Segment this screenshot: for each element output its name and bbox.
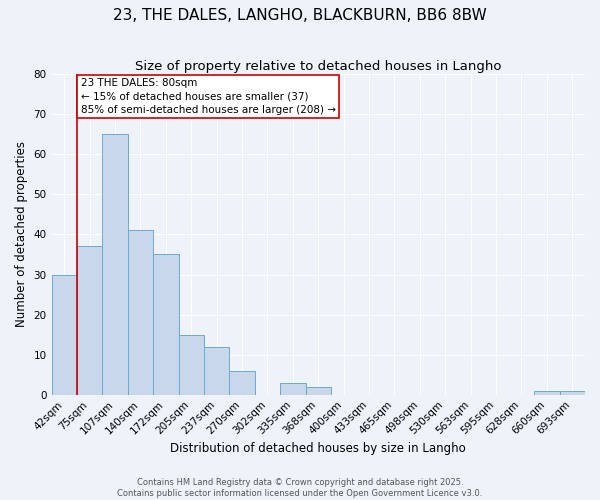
Bar: [204, 346, 229, 395]
Bar: [280, 382, 305, 394]
Bar: [103, 134, 128, 394]
Text: Contains HM Land Registry data © Crown copyright and database right 2025.
Contai: Contains HM Land Registry data © Crown c…: [118, 478, 482, 498]
Bar: [534, 390, 560, 394]
Bar: [128, 230, 153, 394]
Text: 23 THE DALES: 80sqm
← 15% of detached houses are smaller (37)
85% of semi-detach: 23 THE DALES: 80sqm ← 15% of detached ho…: [81, 78, 336, 114]
Bar: [77, 246, 103, 394]
Bar: [560, 390, 585, 394]
Bar: [52, 274, 77, 394]
Title: Size of property relative to detached houses in Langho: Size of property relative to detached ho…: [135, 60, 502, 73]
Bar: [179, 334, 204, 394]
X-axis label: Distribution of detached houses by size in Langho: Distribution of detached houses by size …: [170, 442, 466, 455]
Bar: [153, 254, 179, 394]
Bar: [305, 386, 331, 394]
Y-axis label: Number of detached properties: Number of detached properties: [15, 142, 28, 328]
Bar: [229, 370, 255, 394]
Text: 23, THE DALES, LANGHO, BLACKBURN, BB6 8BW: 23, THE DALES, LANGHO, BLACKBURN, BB6 8B…: [113, 8, 487, 22]
